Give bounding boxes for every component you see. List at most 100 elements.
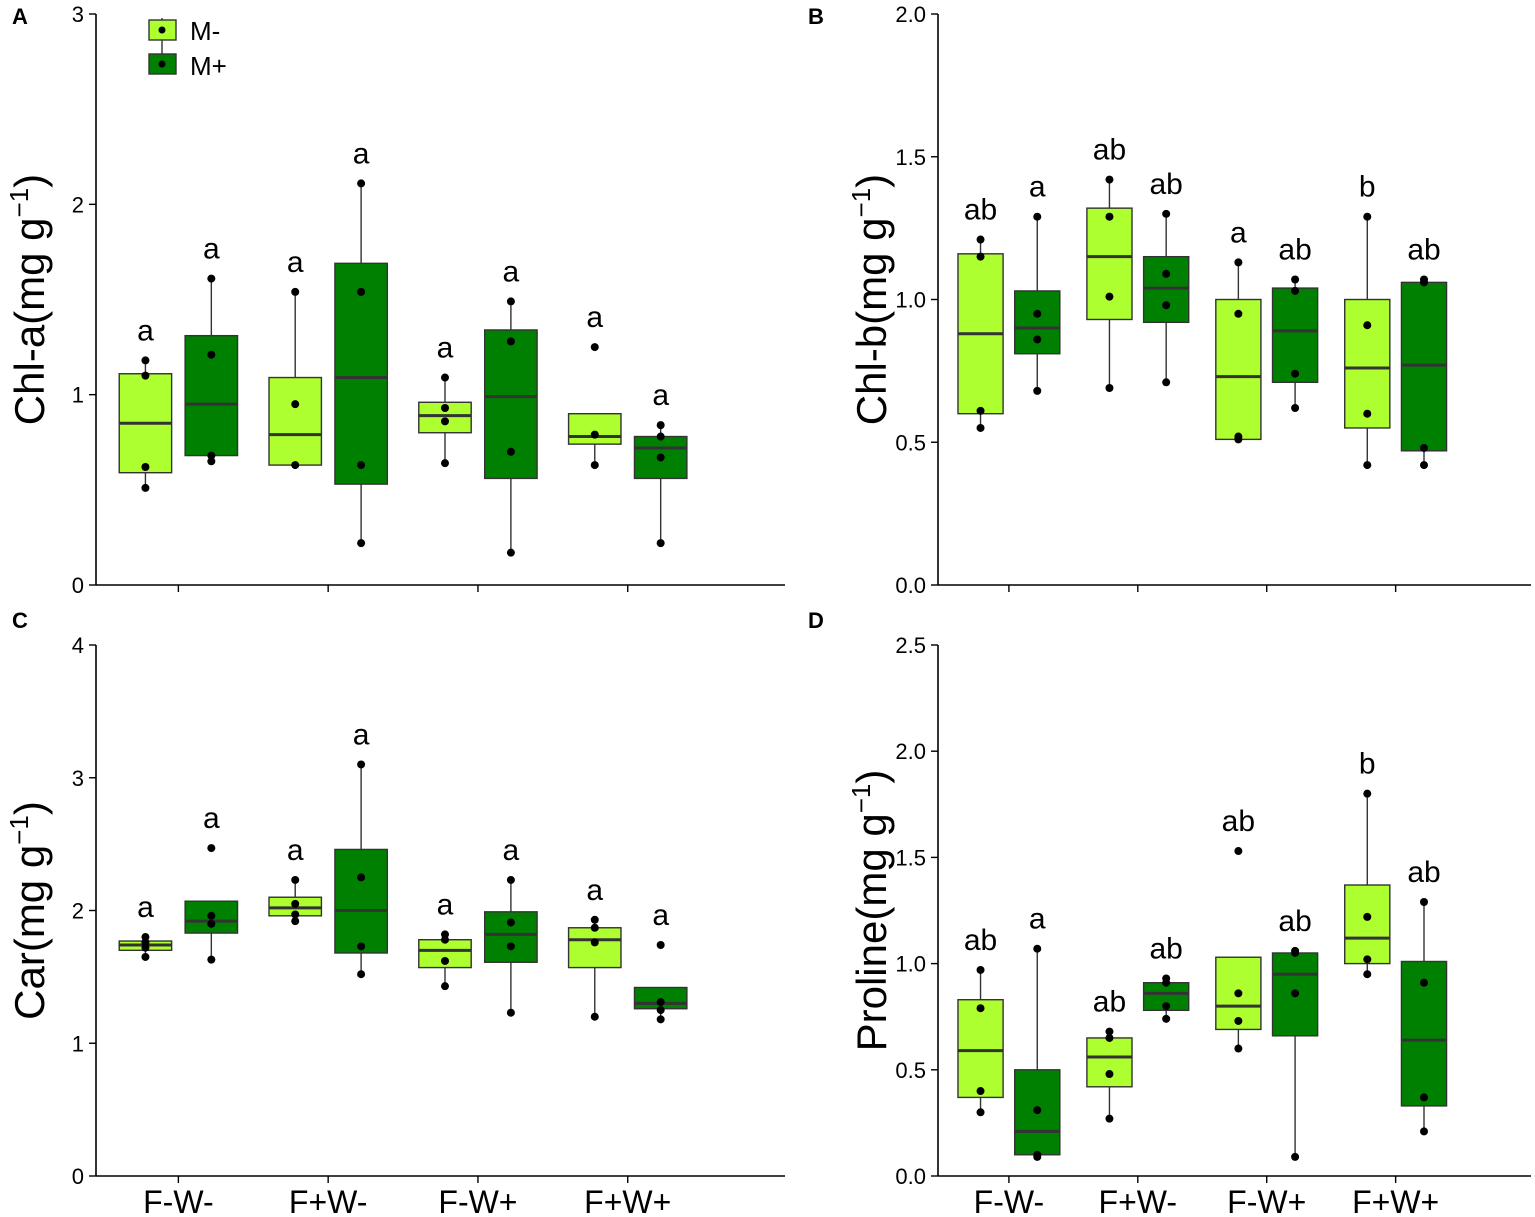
data-point [976,423,985,432]
y-axis-title: Car(mg g−1) [4,801,53,1020]
y-axis-title-superscript: −1 [4,188,34,218]
significance-letter-m-minus-fpwm: ab [1093,986,1126,1019]
data-point [1105,1114,1114,1123]
data-point [1363,912,1372,921]
data-point [506,875,515,884]
data-point [1105,292,1114,301]
data-point [1105,212,1114,221]
data-point [1291,1152,1300,1161]
significance-letter-m-plus-fmwm: a [203,233,220,266]
y-tick-label: 2 [72,192,84,217]
y-tick-label: 2.0 [895,739,926,764]
data-point [1033,386,1042,395]
y-tick-label: 0.0 [895,1164,926,1189]
data-point [1363,409,1372,418]
data-point [291,287,300,296]
data-point [590,923,599,932]
y-tick-label: 1 [72,1031,84,1056]
legend: M- M+ [148,16,227,81]
data-point [141,952,150,961]
significance-letter-m-minus-fmwm: ab [964,194,997,227]
x-tick-label-fpwm: F+W- [289,1184,368,1217]
x-tick-label-fmwp: F-W+ [438,1184,517,1217]
data-point [656,421,665,430]
data-point [291,899,300,908]
data-point [440,373,449,382]
data-point [1234,847,1243,856]
data-point [440,956,449,965]
y-tick-label: 3 [72,2,84,27]
significance-letter-m-plus-fmwp: ab [1278,905,1311,938]
box-m-minus-fpwm [1086,207,1133,321]
data-point [656,453,665,462]
y-axis-title-unit: (mg g [848,813,895,920]
data-point [1363,955,1372,964]
significance-letter-m-minus-fmwp: a [1230,216,1247,249]
y-axis-title-unit: (mg g [6,845,53,952]
data-point [976,252,985,261]
y-axis-title-name: Chl-b [848,325,895,425]
data-point [1363,461,1372,470]
data-point [656,1015,665,1024]
significance-letter-m-minus-fpwm: ab [1093,134,1126,167]
y-tick-label: 2.0 [895,2,926,27]
data-point [1033,1106,1042,1115]
data-point [1033,1150,1042,1159]
data-point [1363,321,1372,330]
box-m-plus-fpwm [334,262,389,485]
significance-letter-m-plus-fpwp: a [652,899,669,932]
y-tick-label: 1.5 [895,845,926,870]
y-tick-label: 1.5 [895,145,926,170]
data-point [1033,335,1042,344]
significance-letter-m-minus-fpwp: a [586,301,603,334]
legend-label-m-plus: M+ [190,51,227,81]
data-point [1234,1016,1243,1025]
box-m-plus-fmwp [1271,287,1319,383]
data-point [590,430,599,439]
box-m-minus-fpwp [567,927,622,969]
data-point [141,356,150,365]
data-point [506,942,515,951]
legend-dot-m-plus [158,60,166,68]
y-axis-title-superscript: −1 [846,784,876,814]
data-point [656,1006,665,1015]
data-point [1291,286,1300,295]
data-point [1234,989,1243,998]
data-point [976,235,985,244]
y-axis-title: Chl-a(mg g−1) [4,174,53,425]
data-point [207,457,216,466]
data-point [506,297,515,306]
data-point [590,1012,599,1021]
data-point [440,417,449,426]
data-point [1291,403,1300,412]
data-point [1420,275,1429,284]
significance-letter-m-plus-fpwp: a [652,379,669,412]
significance-letter-m-minus-fmwp: a [437,332,454,365]
data-point [1363,789,1372,798]
y-axis-title: Proline(mg g−1) [846,770,895,1052]
x-tick-label-fmwp: F-W+ [1227,1184,1306,1217]
data-point [656,941,665,950]
data-point [1420,443,1429,452]
box-m-plus-fpwm [334,848,389,954]
x-tick-label-fpwm: F+W- [1099,1184,1178,1217]
panel-label-C: C [12,608,28,633]
box-m-minus-fpwp [567,413,622,445]
panel-c-car: 0 1 2 3 4 Car(mg g−1) F-W- F+W- F-W+ F+W+ a a a a a a a a [4,633,785,1217]
data-point [291,875,300,884]
significance-letter-m-plus-fpwp: ab [1407,856,1440,889]
box-m-minus-fmwm [957,999,1004,1099]
data-point [1162,301,1171,310]
significance-letter-m-minus-fmwm: a [137,891,154,924]
data-point [1162,1014,1171,1023]
data-point [506,1008,515,1017]
data-point [440,982,449,991]
data-point [440,459,449,468]
y-tick-label: 0.0 [895,573,926,598]
data-point [1162,378,1171,387]
data-point [357,539,366,548]
data-point [1162,974,1171,983]
y-axis-title-close: ) [6,174,53,188]
significance-letter-m-plus-fmwm: a [1029,171,1046,204]
